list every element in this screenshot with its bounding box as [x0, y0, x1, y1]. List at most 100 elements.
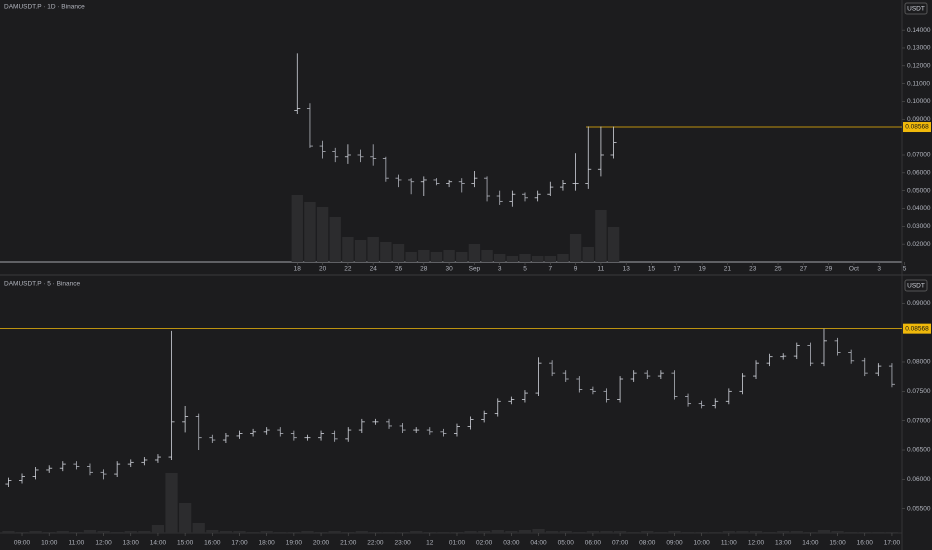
volume-bar [151, 525, 165, 533]
volume-bar [654, 532, 667, 533]
x-tick-label: 21:00 [340, 540, 357, 547]
x-tick-label: 11 [598, 266, 605, 273]
volume-bar [885, 532, 899, 533]
volume-bar [304, 202, 316, 262]
x-tick-label: 04:00 [530, 540, 547, 547]
volume-bar [15, 532, 29, 533]
volume-bar [316, 207, 329, 262]
x-tick-label: 10:00 [694, 540, 711, 547]
volume-bar [369, 532, 382, 533]
volume-bar [450, 532, 464, 533]
x-tick-label: 11:00 [721, 540, 737, 547]
volume-bar [392, 244, 405, 262]
volume-bar [763, 532, 776, 533]
volume-bar [557, 254, 569, 262]
y-tick-label: 0.02000 [907, 241, 931, 248]
x-tick-label: 18 [294, 266, 302, 273]
x-tick-label: 12:00 [95, 540, 112, 547]
price-label: 0.08568 [905, 124, 929, 131]
x-tick-label: 14:00 [150, 540, 167, 547]
volume-bar [260, 531, 273, 533]
volume-bar [56, 531, 69, 533]
volume-bar [342, 237, 354, 262]
volume-bar [777, 531, 790, 533]
volume-bar [532, 529, 545, 533]
y-tick-label: 0.12000 [907, 63, 931, 70]
x-tick-label: 09:00 [14, 540, 31, 547]
x-tick-label: 20 [319, 266, 327, 273]
volume-bar [613, 531, 627, 533]
x-tick-label: 22:00 [367, 540, 384, 547]
volume-bar [468, 244, 481, 262]
volume-bar [97, 531, 110, 533]
volume-bar [817, 530, 831, 533]
x-tick-label: 5 [903, 266, 907, 273]
volume-bar [464, 531, 477, 533]
y-tick-label: 0.10000 [907, 98, 931, 105]
x-tick-label: 16:00 [204, 540, 221, 547]
x-tick-label: 06:00 [585, 540, 602, 547]
y-tick-label: 0.07000 [907, 417, 931, 424]
volume-bar [494, 254, 506, 262]
y-tick-label: 0.07500 [907, 388, 931, 395]
volume-bar [722, 531, 735, 533]
y-tick-label: 0.09000 [907, 300, 931, 307]
y-tick-label: 0.08000 [907, 359, 931, 366]
volume-bar [709, 532, 722, 533]
x-tick-label: 03:00 [503, 540, 520, 547]
volume-bar [695, 532, 708, 533]
y-tick-label: 0.11000 [907, 80, 930, 87]
y-tick-label: 0.13000 [907, 45, 931, 52]
x-tick-label: 17:00 [231, 540, 248, 547]
x-tick-label: 28 [420, 266, 428, 273]
x-tick-label: 15:00 [177, 540, 194, 547]
x-tick-label: 10:00 [41, 540, 58, 547]
x-tick-label: 15 [648, 266, 656, 273]
volume-bar [790, 531, 803, 533]
volume-bar [410, 531, 423, 533]
volume-bar [845, 532, 858, 533]
x-tick-label: 13 [623, 266, 631, 273]
volume-bar [586, 531, 600, 533]
volume-bar [179, 503, 192, 533]
volume-bar [831, 531, 844, 533]
volume-bar [559, 531, 572, 533]
price-label: 0.08568 [905, 325, 929, 332]
x-tick-label: 22 [344, 266, 352, 273]
x-tick-label: 23 [749, 266, 757, 273]
volume-bar [70, 532, 83, 533]
volume-bar [291, 195, 303, 262]
y-tick-label: 0.06500 [907, 447, 931, 454]
x-tick-label: 3 [498, 266, 502, 273]
volume-bar [607, 227, 620, 262]
x-tick-label: 24 [370, 266, 378, 273]
volume-bar [506, 256, 519, 262]
x-tick-label: 25 [774, 266, 782, 273]
x-tick-label: 13:00 [123, 540, 140, 547]
x-tick-label: 9 [574, 266, 578, 273]
volume-bar [505, 531, 518, 533]
x-tick-label: 01:00 [449, 540, 466, 547]
volume-bar [531, 256, 544, 262]
currency-label: USDT [907, 283, 925, 290]
y-tick-label: 0.04000 [907, 205, 931, 212]
pane-title: DAMUSDT.P · 5 · Binance [4, 281, 80, 288]
volume-bar [430, 252, 443, 262]
volume-bar [206, 530, 219, 533]
volume-bar [423, 532, 436, 533]
x-tick-label: 17 [673, 266, 681, 273]
currency-box [904, 2, 928, 15]
volume-bar [138, 531, 151, 533]
x-tick-label: 20:00 [313, 540, 330, 547]
volume-bar [749, 531, 763, 533]
x-tick-label: 3 [877, 266, 881, 273]
x-tick-label: 27 [800, 266, 808, 273]
volume-bar [328, 531, 341, 533]
volume-bar [355, 531, 368, 533]
volume-bar [418, 250, 430, 262]
x-tick-label: 19:00 [286, 540, 303, 547]
volume-bar [569, 234, 582, 262]
volume-bar [518, 530, 532, 533]
volume-bar [573, 532, 586, 533]
